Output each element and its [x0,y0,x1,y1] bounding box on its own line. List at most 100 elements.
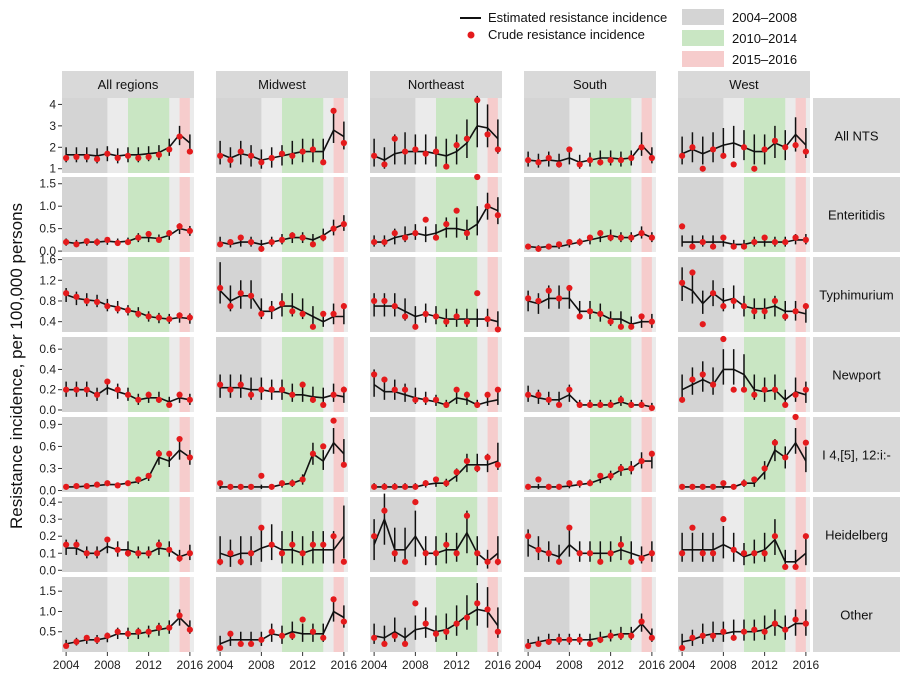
crude-point [93,481,101,488]
panel-2-2 [370,257,502,333]
legend-period-swatch-1 [682,9,724,25]
crude-point [782,454,789,461]
crude-point [638,618,645,625]
crude-point [237,640,244,647]
crude-point [740,303,748,310]
crude-point [309,241,317,248]
crude-point [638,401,645,409]
crude-point [535,391,542,398]
period-band [370,257,416,332]
crude-point [679,644,686,652]
crude-point [679,396,686,403]
crude-point [371,152,378,159]
crude-point [340,221,347,228]
crude-point [289,232,296,239]
crude-point [453,142,460,149]
crude-point [730,297,737,305]
crude-point [330,225,337,232]
crude-point [443,401,450,409]
crude-point [330,107,337,114]
y-tick-label: 0.0 [39,244,56,258]
period-band [282,257,324,332]
crude-point [278,632,286,639]
serotype-strip [813,257,900,332]
crude-point [586,157,594,164]
crude-point [340,139,347,147]
crude-point [484,558,491,565]
crude-point [751,165,758,172]
crude-point [761,550,768,557]
crude-point [114,546,121,553]
panel-1-1 [216,177,348,252]
x-tick-label: 2008 [248,658,275,672]
crude-point [104,378,111,385]
period-band [795,577,806,652]
crude-point [309,450,317,457]
crude-point [63,642,70,650]
y-tick-label: 0.1 [39,546,56,560]
crude-point [278,150,286,157]
crude-point [638,458,645,465]
y-tick-label: 0.0 [39,403,56,417]
y-tick-label: 2 [49,140,56,154]
crude-point [278,550,286,557]
period-band [795,257,806,332]
crude-point [771,533,779,540]
crude-point [545,396,552,403]
crude-point [299,234,306,241]
crude-point [114,482,121,489]
crude-point [135,310,142,317]
crude-point [258,245,265,252]
crude-point [381,161,388,168]
crude-point [679,279,686,286]
panel-1-2 [370,173,502,252]
period-band [795,337,806,412]
crude-point [268,541,275,548]
crude-point [186,626,193,633]
crude-point [740,144,748,151]
period-band [333,417,344,492]
serotype-strip [813,98,900,173]
crude-point [771,439,779,446]
crude-point [258,310,265,317]
crude-point [709,381,717,388]
crude-point [689,376,696,383]
crude-point [391,483,398,490]
serotype-label: All NTS [834,129,878,144]
crude-point [720,152,727,159]
crude-point [474,290,481,297]
crude-point [494,628,501,635]
crude-point [401,483,409,490]
crude-point [494,386,501,393]
crude-point [145,313,152,320]
crude-point [340,461,347,468]
region-label: Northeast [408,77,465,92]
y-tick-label: 0.9 [39,417,56,431]
crude-point [237,148,244,155]
period-band [678,98,724,173]
crude-point [391,303,398,310]
crude-point [443,163,450,170]
period-band [641,417,652,492]
crude-point [166,146,173,153]
crude-point [545,243,552,250]
crude-point [494,146,501,153]
legend: Estimated resistance incidence Crude res… [460,9,797,67]
panel-3-4 [678,335,810,412]
crude-point [145,628,152,635]
crude-point [104,536,111,543]
serotype-strip [813,337,900,412]
crude-point [792,142,799,149]
crude-point [648,450,655,457]
crude-point [699,165,706,172]
crude-point [237,290,244,297]
crude-point [330,533,337,540]
y-tick-label: 1 [49,162,56,176]
crude-point [648,154,655,162]
crude-point [145,153,152,161]
crude-point [340,303,347,310]
crude-point [802,303,809,310]
crude-point [751,391,758,398]
crude-point [432,234,440,241]
y-axis-title: Resistance incidence, per 100,000 person… [7,203,26,529]
